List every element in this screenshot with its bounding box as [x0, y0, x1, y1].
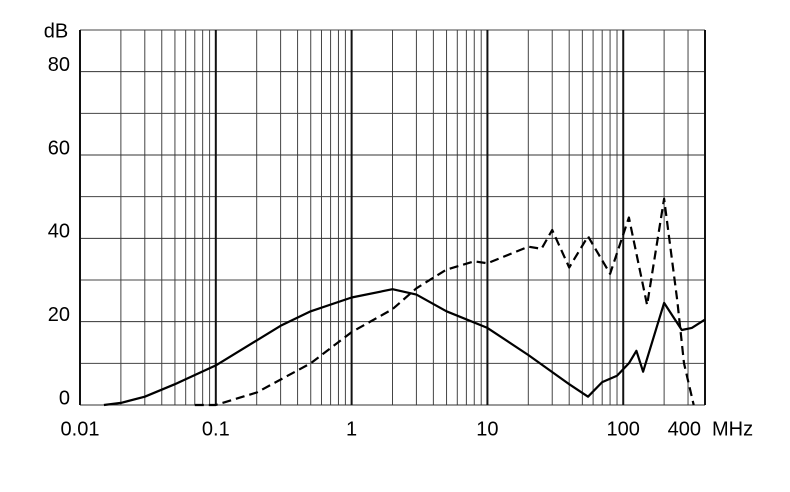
- x-tick-label: 100: [607, 418, 640, 440]
- x-tick-label: 1: [346, 418, 357, 440]
- x-tick-label: 0.1: [202, 418, 230, 440]
- y-tick-label: 80: [48, 54, 70, 76]
- y-tick-label: 20: [48, 304, 70, 326]
- y-tick-label: 60: [48, 137, 70, 159]
- line-series: [103, 288, 706, 407]
- x-tick-label: 10: [476, 418, 498, 440]
- x-axis-label: MHz: [712, 418, 753, 440]
- y-tick-label: 0: [59, 387, 70, 409]
- line-series: [194, 197, 695, 407]
- x-tick-label: 400: [668, 418, 701, 440]
- x-tick-label: 0.01: [61, 418, 100, 440]
- y-axis-label: dB: [44, 20, 68, 42]
- y-tick-label: 40: [48, 221, 70, 243]
